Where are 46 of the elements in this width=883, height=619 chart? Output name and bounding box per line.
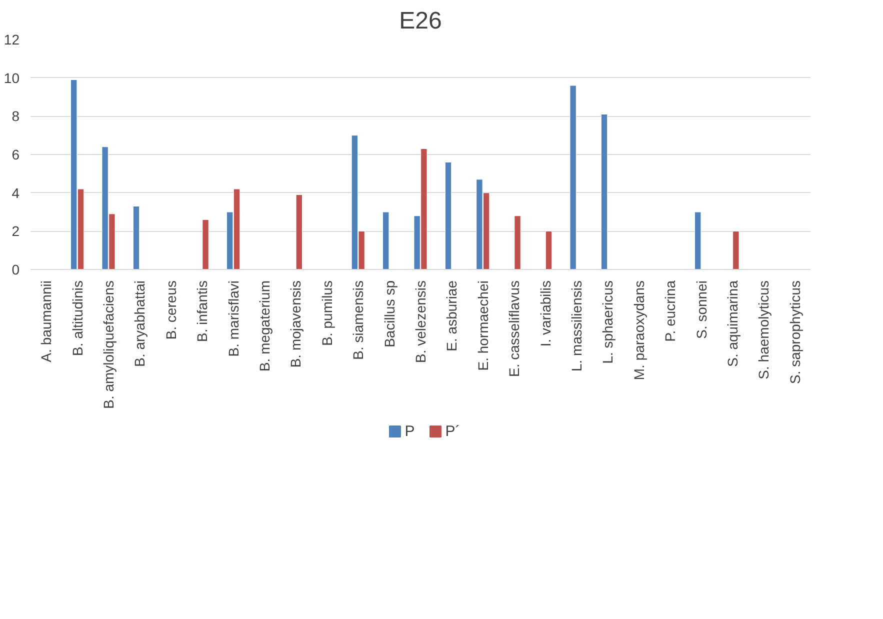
x-tick-label: E. casseliflavus: [506, 280, 522, 377]
x-tick-label: S. aquimarina: [724, 280, 740, 367]
y-tick-label: 0: [12, 262, 20, 278]
x-tick-label: B. infantis: [194, 280, 210, 342]
bar: [694, 212, 702, 270]
x-tick-label: B. aryabhattai: [132, 280, 148, 367]
x-tick-label: A. baumannii: [38, 280, 54, 362]
x-tick-label: P. eucrina: [662, 280, 678, 342]
chart-title: E26: [399, 8, 442, 34]
x-tick-label: L. massiliensis: [568, 280, 584, 372]
bar: [600, 114, 608, 270]
x-tick-label: B. amyloliquefaciens: [100, 280, 116, 409]
x-tick-label: I. variabilis: [537, 280, 554, 347]
bar: [202, 219, 209, 270]
y-tick-label: 6: [12, 146, 20, 162]
x-tick-label: S. sonnei: [693, 280, 710, 339]
x-tick-label: Bacillus sp: [381, 280, 398, 348]
x-tick-label: E. asburiae: [444, 280, 460, 352]
y-tick-label: 8: [12, 108, 20, 124]
x-tick-label: B. altitudinis: [69, 280, 86, 356]
bar: [296, 194, 302, 270]
x-tick-label: L. sphaericus: [600, 280, 616, 364]
legend-label: P´: [445, 423, 460, 440]
bar: [444, 162, 452, 270]
x-tick-label: B. pumilus: [318, 280, 335, 346]
x-tick-label: B. velezensis: [412, 280, 428, 363]
bar: [514, 216, 521, 270]
x-tick-label: B. marisflavi: [225, 280, 242, 357]
bar: [732, 230, 740, 270]
x-tick-label: E. hormaechei: [474, 280, 491, 371]
bar: [132, 206, 140, 270]
x-tick-label: M. paraoxydans: [630, 280, 647, 380]
y-tick-label: 2: [12, 223, 20, 240]
x-tick-label: B. siamensis: [350, 280, 366, 360]
x-tick-label: B. megaterium: [256, 280, 272, 372]
bar: [545, 230, 552, 270]
y-tick-label: 10: [4, 70, 20, 86]
legend-label: P: [404, 423, 415, 440]
x-tick-label: S. saprophyticus: [786, 280, 803, 384]
y-tick-label: 4: [12, 184, 20, 201]
x-tick-label: S. haemolyticus: [756, 280, 772, 380]
x-tick-label: B. mojavensis: [288, 280, 304, 368]
x-tick-label: B. cereus: [162, 280, 179, 340]
bar: [570, 85, 576, 270]
bar: [382, 212, 390, 270]
y-tick-label: 12: [4, 32, 20, 48]
